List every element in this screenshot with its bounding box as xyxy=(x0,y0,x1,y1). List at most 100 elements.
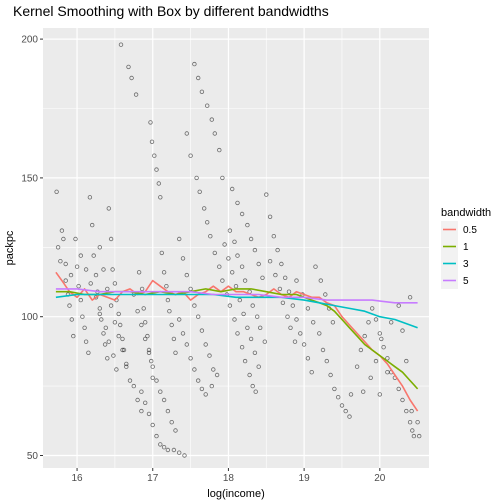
data-point xyxy=(336,395,341,400)
data-point xyxy=(267,259,273,264)
data-point xyxy=(171,447,177,453)
data-point xyxy=(149,139,155,144)
data-point xyxy=(158,195,163,200)
data-point xyxy=(69,317,74,322)
data-point xyxy=(188,356,193,361)
data-point xyxy=(195,378,201,383)
data-point xyxy=(256,261,261,267)
data-point xyxy=(89,222,95,228)
data-point xyxy=(161,445,167,450)
data-point xyxy=(332,386,337,392)
data-point xyxy=(176,450,182,455)
data-point xyxy=(108,236,114,242)
data-point xyxy=(194,175,199,181)
data-point xyxy=(112,320,118,325)
data-point xyxy=(239,264,245,269)
data-point xyxy=(165,297,171,303)
data-point xyxy=(292,339,298,344)
data-point xyxy=(150,375,155,380)
data-point xyxy=(248,336,254,342)
data-point xyxy=(211,367,216,372)
data-point xyxy=(195,75,201,81)
data-point xyxy=(377,392,382,397)
data-point xyxy=(203,392,208,397)
data-point xyxy=(116,333,121,339)
data-point xyxy=(93,295,99,300)
data-point xyxy=(370,306,375,311)
data-point xyxy=(146,411,152,417)
data-point xyxy=(61,236,66,242)
data-point xyxy=(59,228,65,233)
data-point xyxy=(318,278,323,283)
data-point xyxy=(280,300,286,305)
data-point xyxy=(176,317,182,322)
data-point xyxy=(54,189,59,194)
data-point xyxy=(400,328,405,333)
data-point xyxy=(309,370,314,375)
x-tick-label: 17 xyxy=(147,473,159,484)
data-point xyxy=(87,195,93,200)
data-point xyxy=(217,264,222,269)
data-point xyxy=(252,350,258,355)
data-point xyxy=(165,408,171,414)
data-point xyxy=(180,256,186,261)
data-point xyxy=(97,306,102,311)
data-point xyxy=(199,328,205,333)
x-tick-label: 18 xyxy=(223,473,235,484)
data-point xyxy=(339,403,345,408)
data-point xyxy=(121,347,127,353)
data-point xyxy=(348,392,354,397)
data-point xyxy=(415,420,420,425)
data-point xyxy=(148,120,153,125)
data-point xyxy=(324,358,329,364)
data-point xyxy=(74,264,80,269)
data-point xyxy=(161,270,167,275)
data-point xyxy=(118,42,124,47)
data-point xyxy=(283,275,288,280)
data-point xyxy=(250,383,255,389)
data-point xyxy=(245,325,250,330)
data-point xyxy=(317,331,322,336)
data-point xyxy=(188,153,193,158)
legend-label: 0.5 xyxy=(463,225,477,236)
data-point xyxy=(204,103,210,108)
data-point xyxy=(99,317,104,322)
legend-label: 5 xyxy=(463,276,469,287)
data-point xyxy=(124,361,129,367)
chart-title: Kernel Smoothing with Box by different b… xyxy=(13,3,329,19)
data-point xyxy=(347,414,352,419)
data-point xyxy=(145,333,150,339)
data-point xyxy=(83,339,89,344)
data-point xyxy=(245,222,250,228)
data-point xyxy=(204,220,210,225)
plot-panel xyxy=(43,28,429,468)
data-point xyxy=(212,131,217,136)
legend: bandwidth 0.5 1 3 5 xyxy=(441,207,491,289)
data-point xyxy=(184,131,189,136)
data-point xyxy=(150,422,155,428)
data-point xyxy=(214,372,220,378)
data-point xyxy=(67,303,72,308)
data-point xyxy=(97,245,102,250)
data-point xyxy=(97,311,102,317)
data-point xyxy=(409,408,414,414)
data-point xyxy=(305,356,311,361)
x-tick-label: 19 xyxy=(299,473,311,484)
series-line-3 xyxy=(55,293,418,329)
data-point xyxy=(102,342,108,347)
data-point xyxy=(271,233,276,239)
data-point xyxy=(108,303,114,308)
data-point xyxy=(176,236,182,242)
series-line-0.5 xyxy=(55,271,419,412)
data-point xyxy=(146,350,152,355)
data-point xyxy=(275,247,280,253)
data-point xyxy=(139,408,144,414)
data-point xyxy=(83,267,89,272)
data-point xyxy=(103,325,108,330)
data-point xyxy=(212,250,217,256)
data-point xyxy=(252,247,258,253)
data-point xyxy=(106,339,111,344)
data-point xyxy=(256,364,261,369)
data-point xyxy=(135,309,140,314)
